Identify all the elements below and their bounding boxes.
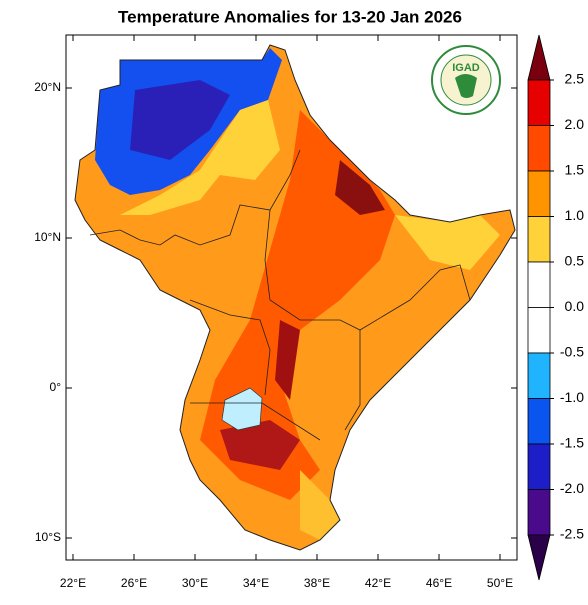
colorbar-label: 2.5: [565, 71, 585, 87]
hot-area: [220, 420, 300, 470]
colorbar-label: -2.0: [560, 480, 584, 496]
colorbar-box: [527, 79, 551, 126]
hot-area: [335, 160, 385, 215]
colorbar-label: -1.5: [560, 435, 584, 451]
colorbar-label: 0.0: [565, 298, 585, 314]
border: [189, 299, 271, 396]
logo-africa: [455, 74, 477, 98]
lon-tick-label: 42°E: [365, 576, 391, 590]
lat-tick-label: 20°N: [34, 80, 61, 94]
colorbar-box: [527, 443, 551, 490]
lat-tick-label: 10°N: [34, 230, 61, 244]
colorbar-label: 1.0: [565, 207, 585, 223]
border: [344, 330, 361, 431]
logo-text: IGAD: [452, 62, 480, 74]
colorbar-box: [527, 216, 551, 263]
lon-tick-label: 46°E: [426, 576, 452, 590]
hot-area: [275, 320, 300, 400]
lat-tick-label: 0°: [50, 380, 62, 394]
colorbar-label: 1.5: [565, 162, 585, 178]
lon-tick-label: 38°E: [304, 576, 330, 590]
border: [89, 149, 301, 246]
colorbar-label: 2.0: [565, 116, 585, 132]
lon-tick-label: 30°E: [182, 576, 208, 590]
lon-tick-label: 50°E: [487, 576, 513, 590]
mild-area: [120, 100, 280, 215]
colorbar-box: [527, 261, 551, 308]
border: [190, 402, 321, 441]
lat-tick-label: 10°S: [35, 530, 61, 544]
colorbar-label: -1.0: [560, 389, 584, 405]
colorbar-box: [527, 398, 551, 445]
colorbar-box: [527, 307, 551, 354]
map-title: Temperature Anomalies for 13-20 Jan 2026: [118, 7, 462, 26]
colorbar-arrow: [527, 34, 551, 81]
colorbar-box: [527, 489, 551, 536]
mild-area: [300, 470, 340, 540]
colorbar-arrow: [527, 534, 551, 581]
lon-tick-label: 34°E: [243, 576, 269, 590]
colorbar-box: [527, 352, 551, 399]
outline: [74, 44, 516, 551]
logo: IGAD: [431, 45, 501, 115]
border: [264, 209, 471, 331]
colorbar-label: 0.5: [565, 253, 585, 269]
lon-tick-label: 26°E: [121, 576, 147, 590]
colorbar-box: [527, 125, 551, 172]
cool-core: [130, 80, 230, 160]
colorbar-label: -0.5: [560, 344, 584, 360]
colorbar-box: [527, 170, 551, 217]
mild-area: [395, 215, 500, 270]
lon-tick-label: 22°E: [60, 576, 86, 590]
colorbar-label: -2.5: [560, 526, 584, 542]
lake: [221, 387, 263, 431]
land: [74, 44, 516, 551]
